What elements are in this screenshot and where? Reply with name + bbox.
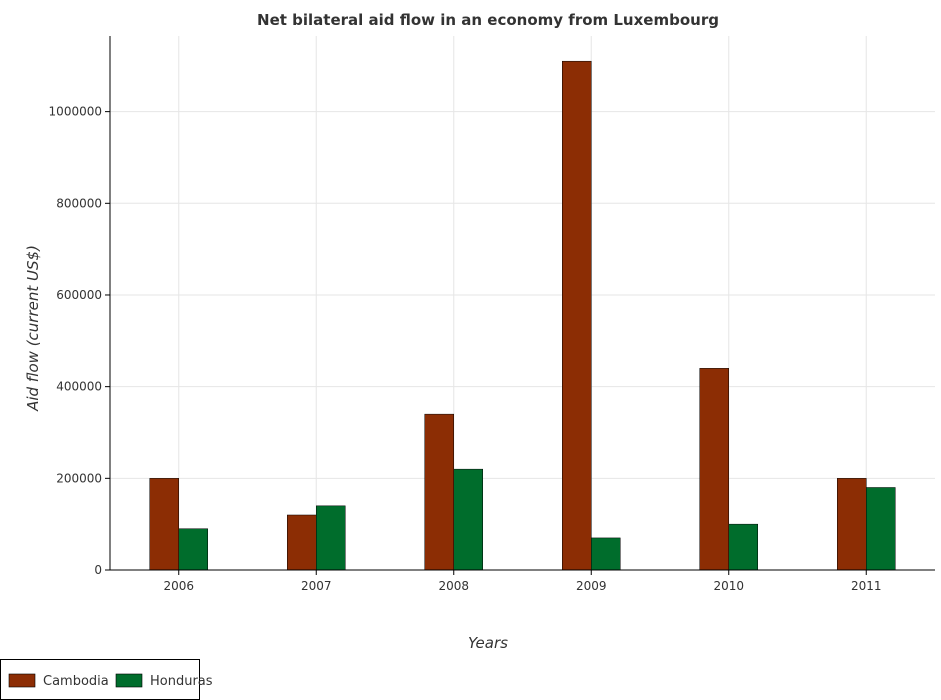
bar-cambodia-2007: [287, 515, 316, 570]
bar-honduras-2006: [179, 529, 208, 570]
bar-cambodia-2010: [700, 368, 729, 570]
legend-label-cambodia: Cambodia: [43, 674, 109, 689]
bar-honduras-2011: [866, 487, 895, 570]
legend-label-honduras: Honduras: [150, 674, 213, 689]
y-tick-label: 200000: [56, 471, 102, 485]
x-tick-label: 2010: [713, 579, 744, 593]
bar-honduras-2007: [316, 506, 345, 570]
y-axis-label: Aid flow (current US$): [24, 245, 42, 412]
axes: 0 200000 400000 600000 800000 1000000 2006 2007…: [49, 36, 935, 593]
legend-swatch-cambodia: [9, 674, 35, 687]
x-tick-label: 2006: [163, 579, 194, 593]
y-tick-label: 600000: [56, 288, 102, 302]
bar-cambodia-2011: [837, 478, 866, 570]
bar-honduras-2008: [454, 469, 483, 570]
legend-swatch-honduras: [116, 674, 142, 687]
legend: Cambodia Honduras: [1, 660, 213, 700]
y-tick-label: 1000000: [49, 105, 102, 119]
bar-cambodia-2006: [150, 478, 179, 570]
chart-title: Net bilateral aid flow in an economy fro…: [257, 11, 719, 29]
y-tick-label: 0: [94, 563, 102, 577]
bar-honduras-2009: [591, 538, 620, 570]
bar-cambodia-2009: [562, 61, 591, 570]
y-tick-label: 800000: [56, 196, 102, 210]
x-tick-label: 2009: [576, 579, 607, 593]
x-tick-label: 2007: [301, 579, 332, 593]
bar-honduras-2010: [729, 524, 758, 570]
grid: [110, 36, 935, 570]
bar-cambodia-2008: [425, 414, 454, 570]
x-axis-label: Years: [468, 634, 508, 652]
x-tick-label: 2008: [438, 579, 469, 593]
bars: [150, 61, 896, 570]
y-tick-label: 400000: [56, 380, 102, 394]
x-tick-label: 2011: [851, 579, 882, 593]
